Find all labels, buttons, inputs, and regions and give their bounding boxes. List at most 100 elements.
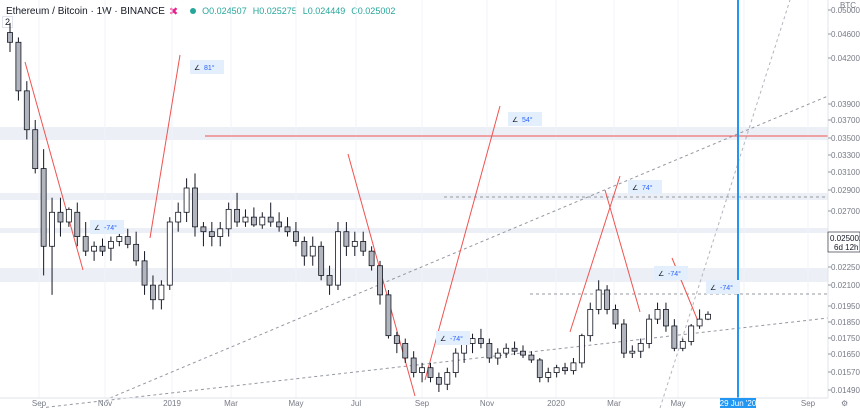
candle-body (133, 243, 140, 262)
time-tick-label: Nov (98, 399, 112, 408)
candle-body (562, 367, 568, 372)
candle-body (494, 352, 501, 359)
candle-body (570, 362, 577, 372)
candle-body (469, 338, 476, 344)
angle-labels-layer: ∠ -74° ∠ 81° ∠ 54° ∠ -74° ∠ 74° ∠ -74° ∠ -74° (90, 60, 740, 345)
angle-label-bg (90, 220, 124, 234)
currency-label: BTC (840, 1, 856, 10)
angle-label: 54° (522, 116, 533, 124)
symbol-title[interactable]: Ethereum / Bitcoin · 1W · BINANCE (6, 5, 165, 17)
last-price-box (827, 231, 860, 253)
angle-label-bg (508, 112, 542, 126)
time-tick-label: May (288, 399, 303, 408)
time-tick-label: Mar (224, 399, 238, 408)
time-tick-label: Sep (801, 399, 816, 408)
candle-body (595, 289, 602, 310)
candle-body (217, 228, 224, 237)
candle-body (284, 226, 291, 233)
ohlc-low: L0.024449 (302, 6, 346, 16)
angle-icon: ∠ (710, 284, 716, 292)
candle-body (679, 341, 686, 349)
candle-body (65, 208, 72, 223)
candle-body (107, 241, 114, 249)
ohlc-close: C0.025002 (351, 6, 396, 16)
candle-body (620, 323, 627, 354)
candle-body (250, 216, 257, 226)
candle-body (486, 343, 493, 359)
angle-label-bg (436, 331, 470, 345)
candle-body (234, 208, 240, 223)
candle-body (368, 250, 375, 267)
candle-body (343, 231, 350, 247)
candle-body (15, 41, 22, 92)
candle-body (116, 236, 123, 242)
candle-body (326, 275, 333, 286)
candle-body (166, 221, 173, 286)
chart-header: Ethereum / Bitcoin · 1W · BINANCE ✖ O0.0… (0, 0, 800, 22)
candle-body (629, 350, 636, 354)
angle-label: -74° (104, 224, 117, 232)
alert-icon[interactable]: ✖ (168, 5, 179, 18)
time-tick-label: Nov (480, 399, 494, 408)
candle-body (452, 352, 459, 373)
candle-body (309, 245, 316, 257)
candle-body (427, 367, 434, 378)
candle-body (351, 241, 358, 247)
candle-body (536, 359, 543, 378)
candle-body (150, 284, 156, 301)
candle-body (242, 216, 249, 223)
angle-label-bg (628, 180, 662, 194)
settings-icon[interactable]: ⚙ (841, 399, 848, 408)
candle-body (385, 294, 392, 337)
ohlc-open: O0.024507 (202, 6, 247, 16)
candle-body (705, 313, 711, 320)
candle-body (301, 241, 308, 257)
angle-line-5 (604, 189, 641, 313)
candle-body (671, 325, 678, 349)
candle-body (259, 216, 266, 226)
angle-icon: ∠ (658, 270, 664, 278)
candle-body (32, 129, 39, 169)
band-3 (0, 268, 828, 282)
candle-body (637, 343, 644, 352)
angle-label: -74° (720, 284, 733, 292)
price-tick-label: 0.014900 (831, 386, 860, 395)
angle-icon: ∠ (194, 64, 200, 72)
candle-body (91, 245, 98, 252)
candle-body (40, 168, 47, 247)
candle-body (688, 325, 695, 342)
angle-icon: ∠ (94, 224, 100, 232)
collapse-indicator[interactable]: 2 (2, 16, 14, 28)
candle-body (654, 309, 661, 320)
time-tick-label: 2020 (547, 399, 565, 408)
band-0 (0, 127, 828, 140)
time-tick-label: Jul (351, 399, 361, 408)
candle-body (553, 367, 560, 373)
angle-label: 74° (642, 184, 653, 192)
candle-body (528, 354, 535, 361)
candle-body (200, 226, 207, 233)
trendline-lower (39, 317, 829, 408)
candle-body (360, 241, 367, 252)
candle-body (183, 187, 190, 213)
candle-body (82, 236, 89, 252)
candle-body (49, 211, 55, 247)
candle-body (141, 260, 148, 286)
candle-body (267, 216, 274, 223)
candle-body (444, 372, 451, 385)
time-tick-label: 2019 (163, 399, 181, 408)
